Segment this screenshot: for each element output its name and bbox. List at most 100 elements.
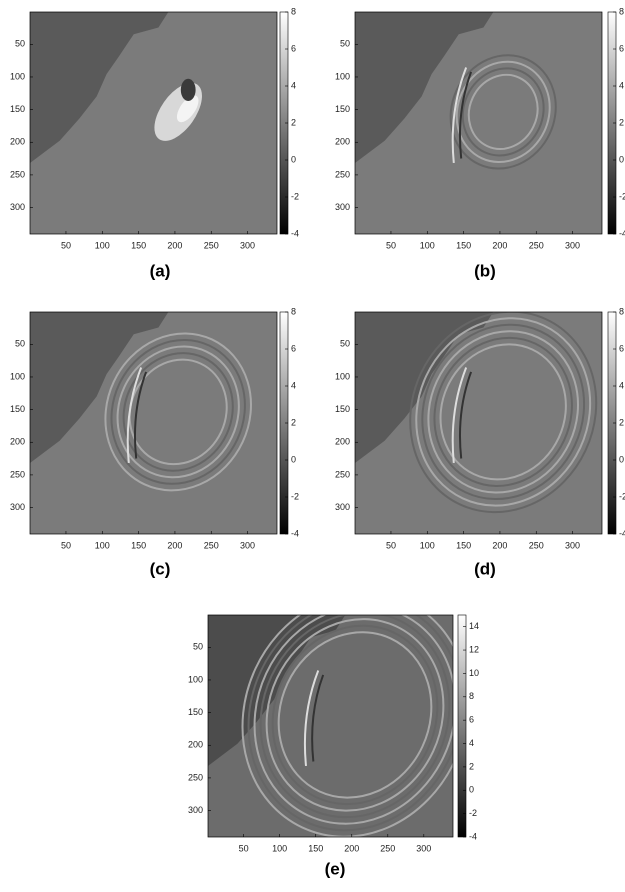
wave-trough	[311, 674, 325, 762]
y-tick-label: 250	[335, 469, 350, 479]
colorbar-tick-label: -4	[291, 228, 299, 238]
wave	[449, 54, 557, 170]
axes-frame	[354, 311, 603, 535]
colorbar-tick-label: 8	[619, 306, 624, 316]
y-tick-label: 200	[335, 437, 350, 447]
land	[355, 312, 494, 463]
x-tick-label: 50	[61, 540, 71, 550]
colorbar-tick-label: 2	[291, 417, 296, 427]
colorbar-tick-label: 2	[619, 417, 624, 427]
wave	[461, 67, 545, 157]
wave-trough	[459, 371, 473, 459]
wave-front	[303, 670, 320, 767]
colorbar-tick-label: 2	[469, 761, 474, 771]
colorbar-tick-label: -4	[469, 831, 477, 841]
y-tick-label: 100	[10, 371, 25, 381]
y-tick-label: 200	[10, 137, 25, 147]
y-tick-label: 250	[10, 469, 25, 479]
y-tick-label: 300	[335, 502, 350, 512]
colorbar-tick-label: 6	[291, 343, 296, 353]
y-tick-label: 100	[335, 71, 350, 81]
wave	[467, 73, 539, 150]
colorbar-tick-label: 4	[291, 380, 296, 390]
wave	[122, 352, 234, 472]
colorbar-tick-label: -4	[619, 528, 625, 538]
colorbar-tick-label: 4	[619, 380, 624, 390]
x-tick-label: 50	[61, 240, 71, 250]
wave	[176, 95, 199, 123]
axes-frame	[29, 311, 278, 535]
wave	[116, 345, 240, 479]
colorbar-tick-label: 12	[469, 644, 479, 654]
wave	[253, 615, 453, 825]
wave	[110, 339, 246, 485]
y-tick-label: 300	[188, 805, 203, 815]
y-tick-label: 50	[15, 39, 25, 49]
colorbar-tick-label: 8	[619, 6, 624, 16]
colorbar-tick-label: -2	[619, 191, 625, 201]
wave	[271, 624, 439, 806]
y-tick-label: 150	[188, 707, 203, 717]
wave	[415, 317, 592, 507]
colorbar-tick-label: -4	[619, 228, 625, 238]
y-tick-label: 150	[10, 104, 25, 114]
heatmap-image	[355, 312, 602, 534]
wave	[433, 336, 573, 487]
colorbar-tick-label: 8	[469, 691, 474, 701]
colorbar-tick-label: 6	[291, 43, 296, 53]
colorbar-tick-label: 8	[291, 306, 296, 316]
y-tick-label: 50	[340, 39, 350, 49]
x-tick-label: 300	[565, 540, 580, 550]
wave	[104, 332, 252, 492]
panel: 50 100 150 200 250 300 50 100 150 200 250 300 -4 -2 0 2…	[188, 614, 479, 878]
wave	[455, 60, 551, 164]
y-tick-label: 300	[335, 202, 350, 212]
y-tick-label: 50	[15, 339, 25, 349]
y-tick-label: 100	[188, 674, 203, 684]
land	[355, 12, 494, 163]
x-tick-label: 200	[492, 540, 507, 550]
x-tick-label: 300	[565, 240, 580, 250]
y-tick-label: 250	[188, 772, 203, 782]
colorbar-tick-label: 4	[469, 738, 474, 748]
colorbar-tick-label: 2	[619, 117, 624, 127]
wave	[265, 618, 445, 812]
wave-front	[451, 367, 468, 464]
wave-trough	[459, 71, 473, 159]
colorbar-tick-label: 0	[619, 454, 624, 464]
wave	[409, 312, 598, 514]
x-tick-label: 250	[204, 540, 219, 550]
x-tick-label: 100	[272, 843, 287, 853]
colorbar-tick-label: -2	[619, 491, 625, 501]
colorbar-tick-label: -4	[291, 528, 299, 538]
colorbar-tick-label: -2	[469, 808, 477, 818]
x-tick-label: 300	[240, 240, 255, 250]
axes-frame	[207, 614, 454, 838]
x-tick-label: 200	[167, 240, 182, 250]
colorbar-tick-label: 2	[291, 117, 296, 127]
panel: 50 100 150 200 250 300 50 100 150 200 250 300 -4 -2 0 2…	[335, 306, 625, 578]
x-tick-label: 50	[386, 240, 396, 250]
x-tick-label: 250	[204, 240, 219, 250]
colorbar-tick-label: 6	[469, 715, 474, 725]
wave	[259, 615, 451, 819]
wave	[180, 78, 196, 101]
caption: (e)	[325, 859, 346, 878]
caption: (a)	[150, 261, 171, 280]
y-tick-label: 250	[10, 169, 25, 179]
wave	[247, 615, 453, 832]
caption: (d)	[474, 559, 496, 578]
axes-frame	[29, 11, 278, 235]
x-tick-label: 50	[239, 843, 249, 853]
y-tick-label: 150	[10, 404, 25, 414]
y-tick-label: 150	[335, 404, 350, 414]
x-tick-label: 200	[492, 240, 507, 250]
colorbar	[457, 614, 467, 838]
y-tick-label: 300	[10, 202, 25, 212]
wave	[128, 358, 228, 466]
panel: 50 100 150 200 250 300 50 100 150 200 250 300 -4 -2 0 2…	[10, 306, 299, 578]
wave	[277, 631, 433, 799]
x-tick-label: 150	[131, 240, 146, 250]
colorbar-tick-label: 0	[291, 154, 296, 164]
wave	[241, 615, 453, 837]
